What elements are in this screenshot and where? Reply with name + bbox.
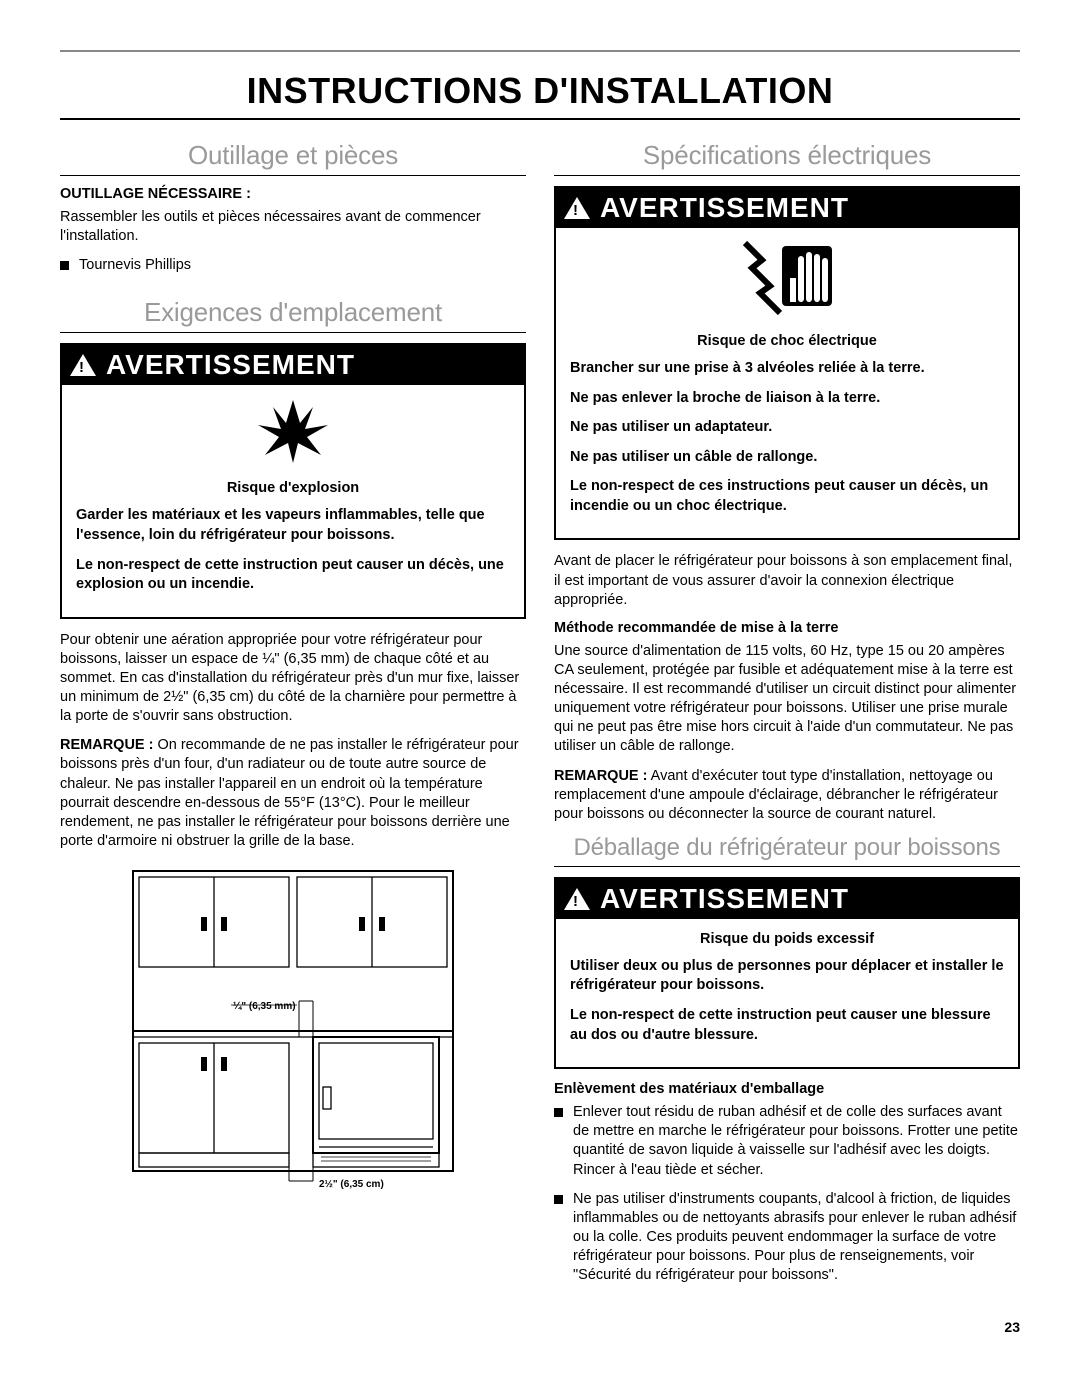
aeration-paragraph: Pour obtenir une aération appropriée pou… (60, 631, 526, 727)
right-column: Spécifications électriques AVERTISSEMENT (554, 134, 1020, 1295)
warning-text: Ne pas utiliser un câble de rallonge. (570, 448, 1004, 468)
cabinet-diagram-svg: ¼" (6,35 mm) 2½" (6,35 cm) (113, 861, 473, 1191)
top-rule (60, 50, 1020, 52)
page-number: 23 (60, 1319, 1020, 1335)
warning-risk-title: Risque de choc électrique (570, 333, 1004, 349)
tools-subhead: OUTILLAGE NÉCESSAIRE : (60, 186, 526, 202)
warning-triangle-icon (564, 197, 590, 219)
warning-body: Risque de choc électrique Brancher sur u… (556, 327, 1018, 538)
shock-icon-wrap (556, 228, 1018, 327)
section-rule (554, 175, 1020, 176)
left-column: Outillage et pièces OUTILLAGE NÉCESSAIRE… (60, 134, 526, 1295)
warning-shock-box: AVERTISSEMENT R (554, 186, 1020, 540)
section-rule (60, 332, 526, 333)
section-rule (60, 175, 526, 176)
remarque2-label: REMARQUE : (554, 768, 647, 784)
bullet-text: Ne pas utiliser d'instruments coupants, … (573, 1190, 1020, 1286)
removal-bullet-1: Enlever tout résidu de ruban adhésif et … (554, 1103, 1020, 1180)
warning-text: Le non-respect de ces instructions peut … (570, 477, 1004, 516)
warning-bar: AVERTISSEMENT (556, 879, 1018, 919)
pre-method-paragraph: Avant de placer le réfrigérateur pour bo… (554, 552, 1020, 609)
explosion-icon (253, 395, 333, 465)
section-rule (554, 866, 1020, 867)
bullet-icon (554, 1195, 563, 1204)
method-body: Une source d'alimentation de 115 volts, … (554, 642, 1020, 757)
warning-text: Le non-respect de cette instruction peut… (76, 556, 510, 595)
warning-body: Risque d'explosion Garder les matériaux … (62, 474, 524, 616)
warning-label: AVERTISSEMENT (600, 192, 849, 224)
remarque-label: REMARQUE : (60, 737, 153, 753)
install-diagram: ¼" (6,35 mm) 2½" (6,35 cm) (60, 861, 526, 1196)
explosion-icon-wrap (62, 385, 524, 474)
removal-bullet-2: Ne pas utiliser d'instruments coupants, … (554, 1190, 1020, 1286)
warning-text: Le non-respect de cette instruction peut… (570, 1006, 1004, 1045)
warning-text: Utiliser deux ou plus de personnes pour … (570, 957, 1004, 996)
tools-intro: Rassembler les outils et pièces nécessai… (60, 208, 526, 246)
tool-item-label: Tournevis Phillips (79, 256, 191, 275)
main-title: INSTRUCTIONS D'INSTALLATION (60, 70, 1020, 112)
remarque-text: On recommande de ne pas installer le réf… (60, 737, 519, 849)
method-head: Méthode recommandée de mise à la terre (554, 620, 1020, 636)
warning-label: AVERTISSEMENT (106, 349, 355, 381)
remarque2-paragraph: REMARQUE : Avant d'exécuter tout type d'… (554, 767, 1020, 824)
warning-explosion-box: AVERTISSEMENT Risque d'explosion Garder … (60, 343, 526, 618)
warning-risk-title: Risque du poids excessif (570, 931, 1004, 947)
section-location-title: Exigences d'emplacement (60, 297, 526, 328)
warning-bar: AVERTISSEMENT (62, 345, 524, 385)
warning-weight-box: AVERTISSEMENT Risque du poids excessif U… (554, 877, 1020, 1069)
remarque-paragraph: REMARQUE : On recommande de ne pas insta… (60, 736, 526, 851)
page: INSTRUCTIONS D'INSTALLATION Outillage et… (0, 0, 1080, 1365)
bullet-text: Enlever tout résidu de ruban adhésif et … (573, 1103, 1020, 1180)
warning-text: Ne pas utiliser un adaptateur. (570, 418, 1004, 438)
warning-text: Brancher sur une prise à 3 alvéoles reli… (570, 359, 1004, 379)
tool-item: Tournevis Phillips (60, 256, 526, 275)
warning-text: Garder les matériaux et les vapeurs infl… (76, 506, 510, 545)
section-electrical-title: Spécifications électriques (554, 140, 1020, 171)
dim-bottom-label: 2½" (6,35 cm) (319, 1179, 384, 1190)
warning-risk-title: Risque d'explosion (76, 480, 510, 496)
section-tools-title: Outillage et pièces (60, 140, 526, 171)
removal-head: Enlèvement des matériaux d'emballage (554, 1081, 1020, 1097)
warning-body: Risque du poids excessif Utiliser deux o… (556, 919, 1018, 1067)
warning-label: AVERTISSEMENT (600, 883, 849, 915)
dim-top-label: ¼" (6,35 mm) (233, 1001, 296, 1012)
warning-bar: AVERTISSEMENT (556, 188, 1018, 228)
title-underline (60, 118, 1020, 120)
section-unpack-title: Déballage du réfrigérateur pour boissons (554, 834, 1020, 862)
warning-text: Ne pas enlever la broche de liaison à la… (570, 389, 1004, 409)
bullet-icon (60, 261, 69, 270)
warning-triangle-icon (70, 354, 96, 376)
bullet-icon (554, 1108, 563, 1117)
column-container: Outillage et pièces OUTILLAGE NÉCESSAIRE… (60, 134, 1020, 1295)
warning-triangle-icon (564, 888, 590, 910)
shock-hand-icon (740, 238, 835, 318)
